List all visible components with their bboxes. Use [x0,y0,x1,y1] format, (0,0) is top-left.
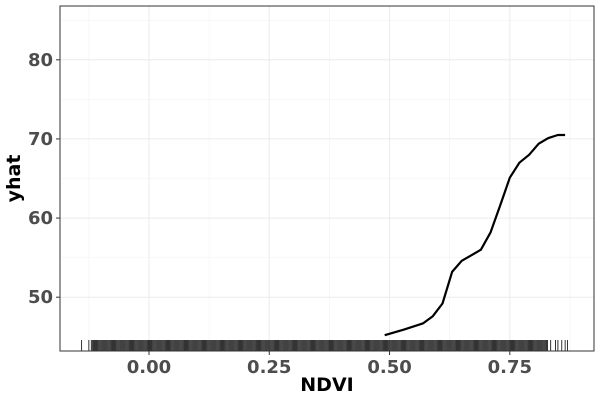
y-tick-label: 60 [28,208,53,229]
y-axis-title: yhat [3,155,25,203]
y-tick-label: 50 [28,287,53,308]
series-line-group [384,133,566,337]
x-axis-title: NDVI [300,374,353,396]
x-axis-ticks: 0.00 0.25 0.50 0.75 [127,351,532,378]
y-tick-label: 70 [28,129,53,150]
x-tick-label: 0.50 [367,357,411,378]
y-axis-ticks: 50 60 70 80 [28,50,60,308]
grid-lines [60,6,594,351]
x-tick-label: 0.00 [127,357,171,378]
x-tick-label: 0.25 [247,357,291,378]
plot-panel-border [59,5,595,352]
series-line [384,133,566,337]
rug-marks [81,340,568,351]
x-tick-label: 0.75 [488,357,532,378]
y-tick-label: 80 [28,50,53,71]
